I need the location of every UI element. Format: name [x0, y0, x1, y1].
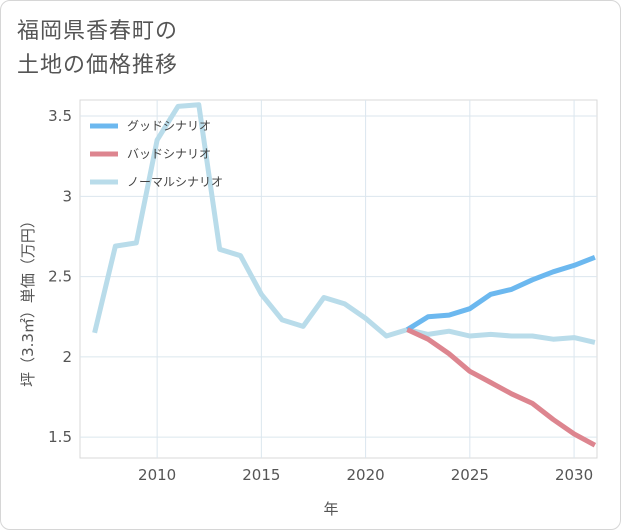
y-tick-labels: 1.5 2 2.5 3 3.5	[48, 107, 72, 446]
x-tick-labels: 2010 2015 2020 2025 2030	[138, 466, 593, 484]
y-tick-label: 3.5	[48, 107, 72, 125]
series-lines	[92, 102, 597, 448]
x-axis-label: 年	[323, 500, 338, 518]
series-line-0	[405, 254, 596, 332]
y-tick-label: 1.5	[48, 428, 72, 446]
grid-lines	[80, 100, 597, 458]
plot-area	[79, 99, 598, 459]
chart-title: 福岡県香春町の 土地の価格推移	[17, 19, 179, 78]
legend-label: ノーマルシナリオ	[127, 175, 223, 189]
x-tick-label: 2030	[555, 466, 593, 484]
y-tick-label: 2.5	[48, 268, 72, 286]
x-tick-label: 2015	[242, 466, 280, 484]
y-axis-label: 坪（3.3㎡）単価（万円）	[19, 213, 37, 387]
x-tick-label: 2010	[138, 466, 176, 484]
legend-label: バッドシナリオ	[127, 147, 211, 161]
series-line-1	[406, 327, 597, 448]
legend-label: グッドシナリオ	[127, 119, 211, 133]
series-line-2	[92, 102, 596, 345]
y-tick-label: 2	[62, 348, 72, 366]
y-tick-label: 3	[62, 187, 72, 205]
x-tick-label: 2020	[347, 466, 385, 484]
x-tick-label: 2025	[451, 466, 489, 484]
